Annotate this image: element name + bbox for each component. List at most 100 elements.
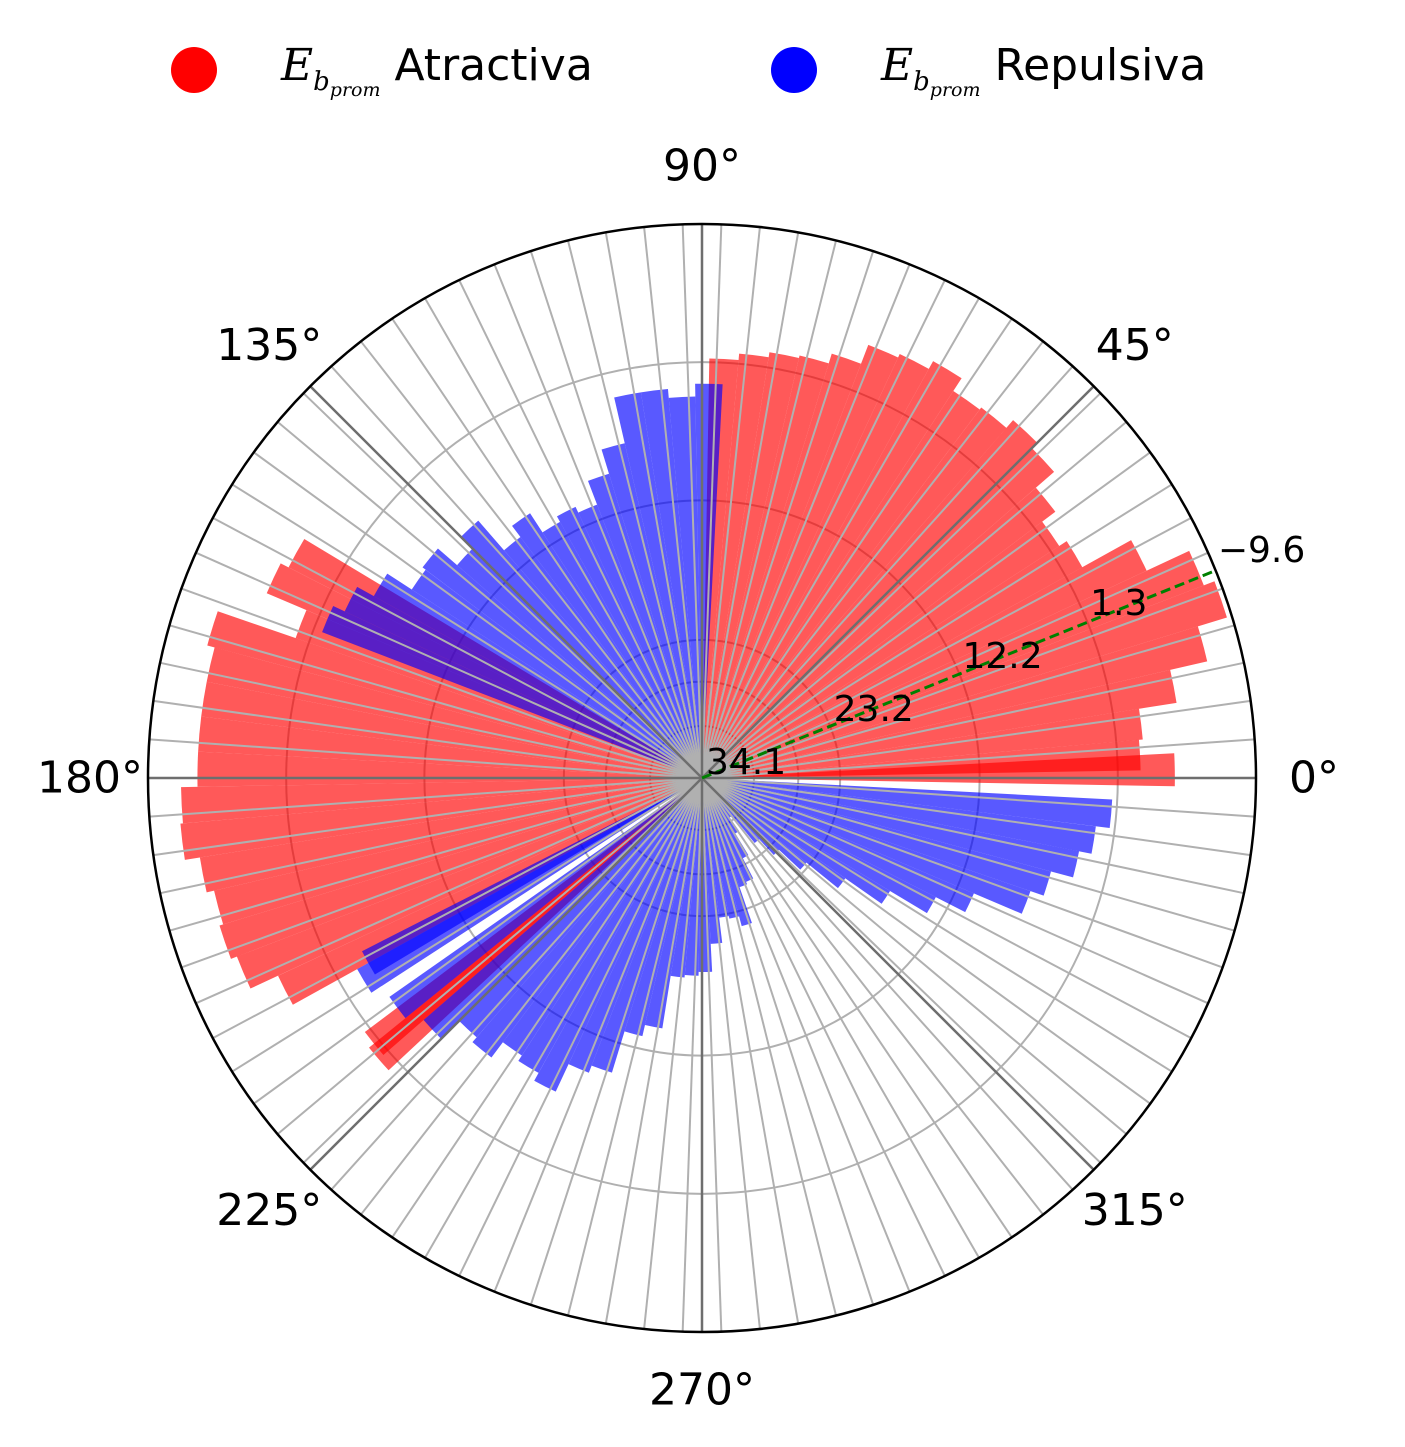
bar-atractiva (702, 420, 1038, 778)
bar-repulsiva (644, 778, 702, 1029)
bar-repulsiva (591, 778, 702, 1073)
bar-repulsiva (702, 778, 974, 913)
angle-spoke (567, 240, 703, 779)
angle-spoke (701, 777, 946, 1277)
angle-spoke (149, 777, 703, 818)
bar-atractiva (702, 448, 1055, 778)
angle-spoke (153, 777, 703, 857)
angle-tick-label: 180° (37, 753, 143, 804)
angle-spoke (701, 777, 761, 1330)
angle-spoke (604, 777, 703, 1324)
angle-spoke (276, 421, 703, 779)
angle-spoke (360, 777, 703, 1216)
bar-atractiva (198, 716, 703, 778)
bar-repulsiva (512, 513, 702, 778)
legend-item-atractiva: Ebprom Atractiva (171, 40, 593, 101)
polar-frame-circle (146, 222, 1258, 1334)
angle-spoke (195, 777, 703, 1005)
bar-repulsiva (578, 504, 702, 778)
bar-atractiva (702, 344, 899, 778)
bar-repulsiva (457, 548, 702, 778)
legend: Ebprom Atractiva Ebprom Repulsiva (0, 40, 1405, 110)
radial-tick-label: 1.3 (1090, 583, 1147, 624)
legend-marker-red-dot (171, 47, 217, 94)
angle-tick-label: 135° (216, 320, 322, 371)
bar-repulsiva (601, 443, 702, 778)
angle-spoke (701, 224, 723, 779)
angle-spoke (681, 224, 703, 779)
bar-repulsiva (702, 778, 936, 914)
angle-spoke (701, 232, 800, 779)
angle-spoke (701, 226, 761, 779)
angle-spoke-major (309, 777, 703, 1171)
angle-spoke (153, 699, 703, 779)
angle-spoke (701, 517, 1192, 779)
radial-tick-label: −9.6 (1218, 530, 1305, 571)
angle-spoke (701, 738, 1255, 779)
legend-label-atractiva: Ebprom Atractiva (281, 40, 593, 101)
angle-spoke (701, 340, 1044, 779)
angle-spoke (701, 777, 1223, 969)
angle-spoke (159, 661, 703, 779)
angle-spoke (567, 777, 703, 1316)
bar-repulsiva (640, 389, 702, 778)
angle-spoke (701, 777, 875, 1306)
bar-repulsiva (614, 392, 702, 778)
bar-atractiva (702, 739, 1141, 778)
angle-spoke (231, 777, 703, 1073)
bar-atractiva (702, 361, 962, 778)
angle-spoke (701, 777, 1245, 895)
bar-atractiva (702, 626, 1208, 778)
angle-tick-label: 90° (663, 141, 741, 192)
angle-spoke (195, 551, 703, 779)
angle-spoke (253, 777, 703, 1105)
angle-spoke (458, 279, 703, 779)
angle-spoke (701, 777, 1235, 932)
angle-spoke (701, 240, 837, 779)
angle-spoke (701, 777, 1013, 1238)
angle-spoke (169, 777, 703, 932)
angle-spoke (643, 226, 703, 779)
bar-atractiva (702, 708, 1143, 778)
bar-repulsiva (542, 521, 702, 778)
bar-repulsiva (568, 778, 702, 1073)
bar-atractiva (206, 647, 703, 778)
angle-spoke (360, 340, 703, 779)
reference-line (701, 569, 1217, 780)
angle-spoke (681, 777, 703, 1332)
angle-spoke (212, 777, 703, 1039)
bar-atractiva (207, 611, 702, 778)
angle-spoke (701, 777, 800, 1324)
angle-spoke (391, 318, 703, 779)
radial-tick-label: 34.1 (706, 742, 786, 783)
bar-repulsiva (624, 778, 702, 1037)
bar-repulsiva (389, 778, 702, 1019)
angle-spoke (701, 777, 1173, 1073)
bar-repulsiva (423, 778, 702, 1039)
angle-spoke (701, 587, 1223, 779)
angle-spoke (493, 263, 703, 779)
bar-repulsiva (702, 778, 1051, 896)
bar-atractiva (702, 355, 829, 778)
angle-spoke (701, 777, 980, 1259)
angle-spoke (701, 777, 1074, 1191)
angle-spoke (391, 777, 703, 1238)
angle-tick-label: 225° (216, 1185, 322, 1236)
angle-spoke (701, 263, 911, 779)
bar-atractiva (702, 581, 1227, 778)
angle-spoke (212, 517, 703, 779)
bar-repulsiva (668, 396, 702, 778)
angle-spoke (529, 777, 703, 1306)
angle-spoke (330, 777, 703, 1191)
radial-tick-label: 12.2 (963, 636, 1043, 677)
angle-spoke (701, 250, 875, 779)
angle-spoke (701, 365, 1074, 779)
angle-spoke (701, 318, 1013, 779)
bar-atractiva (181, 778, 702, 824)
bar-repulsiva (702, 778, 1080, 878)
angle-spoke (701, 551, 1209, 779)
bar-atractiva (702, 353, 769, 778)
angle-spoke (701, 777, 1151, 1105)
bar-repulsiva (556, 506, 702, 778)
bar-atractiva (702, 487, 1056, 778)
